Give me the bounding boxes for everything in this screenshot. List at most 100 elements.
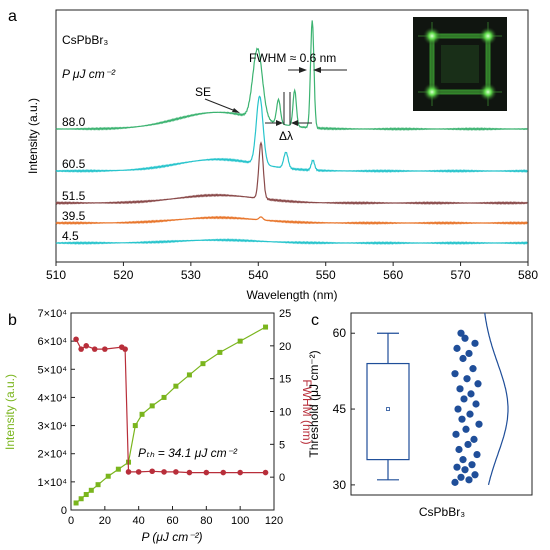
panel-a: a 510 520 530 540 550 560 570 580 Wavelength (n… (8, 8, 538, 302)
panel-b-right-y-tick-label: 0 (279, 472, 285, 484)
fwhm-marker (83, 343, 90, 349)
panel-b: b 0 20 40 60 80 100 120 01×10⁴2×10⁴3×10⁴4×10⁴5… (3, 308, 314, 544)
panel-a-xlabel: Wavelength (nm) (247, 288, 338, 302)
panel-a-sample-label: CsPbBr₃ (62, 33, 108, 47)
panel-b-x-tick-label: 120 (265, 515, 283, 527)
delta-arrow-right-head (291, 120, 298, 126)
panel-a-x-tick-label: 580 (518, 268, 538, 282)
threshold-point (452, 430, 460, 438)
threshold-point (461, 466, 469, 474)
threshold-point (469, 365, 477, 373)
threshold-point (465, 349, 473, 358)
panel-b-fwhm-series (73, 336, 269, 476)
intensity-marker (161, 394, 167, 400)
fwhm-marker (203, 469, 210, 476)
threshold-point (460, 395, 468, 403)
inset-spot-top-left (423, 27, 441, 45)
panel-c-frame (350, 312, 533, 496)
panel-a-spectra (55, 20, 528, 245)
threshold-annotation: Pₜₕ = 34.1 μJ cm⁻² (138, 446, 238, 460)
panel-c-y-tick-label: 60 (333, 326, 347, 340)
threshold-point (475, 420, 483, 428)
panel-b-x-ticks: 0 20 40 60 80 100 120 (68, 506, 283, 527)
panel-b-right-ylabel: FWHM (nm) (300, 379, 314, 444)
threshold-point (456, 385, 464, 393)
intensity-marker (105, 473, 111, 479)
fwhm-marker (262, 469, 269, 476)
panel-b-left-y-tick-label: 3×10⁴ (37, 421, 67, 433)
intensity-marker (115, 466, 121, 472)
panel-b-x-tick-label: 0 (68, 515, 74, 527)
panel-b-left-y-tick-label: 7×10⁴ (37, 308, 67, 320)
se-arrow-head (232, 108, 240, 113)
threshold-point (466, 410, 474, 418)
spectrum-label-60_5: 60.5 (62, 157, 86, 171)
intensity-marker (237, 338, 243, 344)
panel-b-xlabel: P (μJ cm⁻²) (141, 530, 202, 544)
spectrum-label-51_5: 51.5 (62, 189, 86, 203)
fwhm-marker (135, 469, 142, 475)
threshold-point (473, 450, 481, 459)
intensity-marker (149, 403, 155, 409)
panel-b-left-y-tick-label: 0 (61, 505, 67, 517)
threshold-point (467, 390, 475, 398)
fwhm-marker (220, 469, 227, 476)
panel-c-points (451, 329, 483, 486)
threshold-point (474, 380, 482, 388)
panel-b-right-y-tick-label: 20 (279, 341, 291, 353)
intensity-marker (95, 482, 101, 488)
panel-b-x-tick-label: 60 (166, 515, 178, 527)
threshold-point (459, 456, 467, 464)
panel-a-series-labels: 4.5 39.5 51.5 60.5 88.0 (62, 115, 86, 243)
panel-b-left-y-tick-label: 6×10⁴ (37, 336, 67, 348)
panel-b-x-tick-label: 20 (99, 515, 111, 527)
fwhm-right-arrow-head (313, 67, 321, 73)
panel-b-left-ylabel: Intensity (a.u.) (3, 374, 17, 450)
panel-b-frame (70, 312, 275, 511)
panel-a-x-tick-label: 570 (451, 268, 471, 282)
panel-b-left-y-tick-label: 1×10⁴ (37, 477, 67, 489)
intensity-marker (83, 492, 89, 498)
threshold-point (458, 415, 466, 423)
intensity-marker (200, 361, 206, 367)
threshold-point (464, 440, 472, 449)
threshold-point (468, 461, 476, 469)
threshold-point (454, 405, 462, 413)
panel-a-letter: a (8, 8, 17, 25)
threshold-point (462, 425, 470, 433)
panel-a-x-ticks: 510 520 530 540 550 560 570 580 (46, 262, 538, 282)
panel-b-left-y-tick-label: 4×10⁴ (37, 392, 67, 404)
panel-c: c 30 45 60 CsPbBr₃ Threshold (μJ cm⁻²) (307, 312, 533, 519)
se-annotation: SE (195, 85, 211, 99)
panel-a-power-label: P μJ cm⁻² (62, 67, 116, 81)
fwhm-marker (186, 469, 193, 476)
threshold-point (457, 329, 465, 337)
spectrum-label-4_5: 4.5 (62, 229, 79, 243)
panel-a-x-tick-label: 530 (181, 268, 201, 282)
threshold-point (457, 473, 465, 481)
fwhm-annotation: FWHM ≈ 0.6 nm (249, 51, 336, 65)
panel-b-x-tick-label: 80 (200, 515, 212, 527)
fwhm-marker (122, 346, 128, 352)
panel-c-ylabel: Threshold (μJ cm⁻²) (307, 350, 321, 457)
threshold-point (471, 471, 479, 479)
panel-b-right-y-ticks: 0 5 10 15 20 25 (270, 308, 291, 484)
panel-b-letter: b (8, 312, 17, 329)
intensity-marker (73, 500, 79, 506)
panel-b-left-y-tick-label: 2×10⁴ (37, 449, 67, 461)
intensity-marker (217, 349, 223, 355)
inset-center (441, 45, 479, 83)
box-mean-marker (386, 407, 390, 411)
panel-c-y-tick-label: 45 (333, 402, 347, 416)
panel-b-right-y-tick-label: 10 (279, 407, 291, 419)
threshold-point (451, 478, 459, 486)
se-arrow-line (204, 98, 239, 113)
panel-a-x-tick-label: 510 (46, 268, 66, 282)
spectrum-line-51_5 (55, 141, 528, 205)
spectrum-line-60_5 (55, 95, 528, 173)
panel-c-xlabel: CsPbBr₃ (419, 505, 465, 519)
fwhm-marker (125, 469, 132, 475)
fwhm-left-arrow-head (299, 67, 307, 73)
threshold-point (453, 463, 461, 471)
